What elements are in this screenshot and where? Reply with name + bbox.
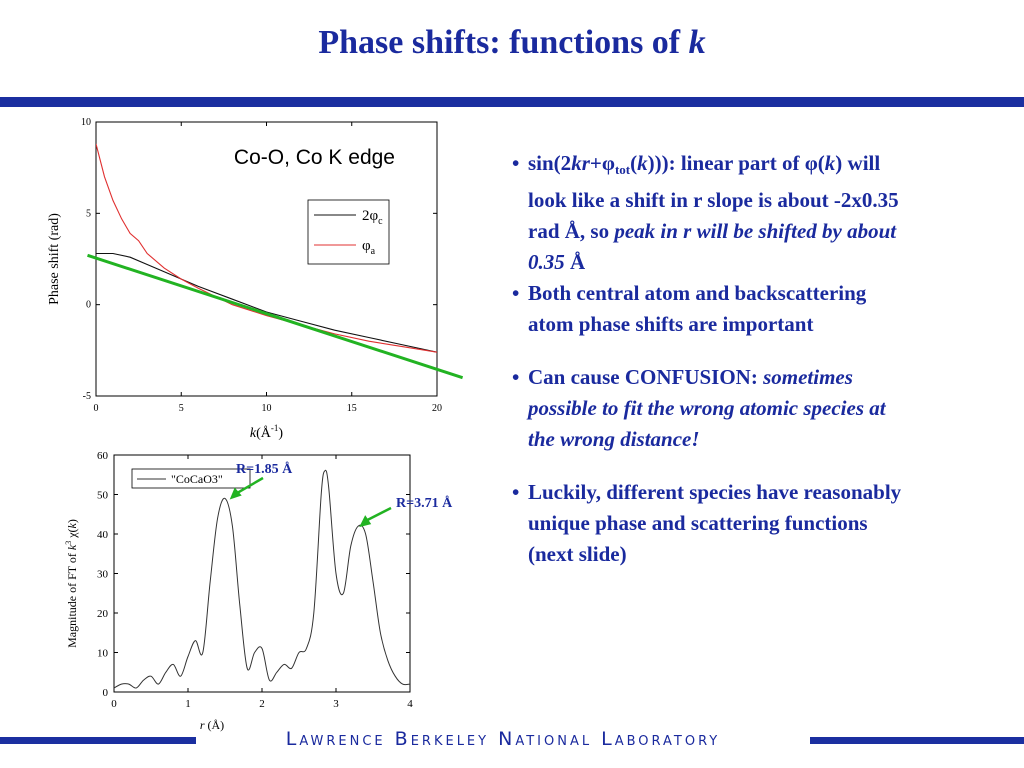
series-line-2phi-c [96,252,437,353]
x-tick-label: 10 [262,403,272,414]
bullet-text: kr [571,151,590,175]
bullet-text: ) will look like a shift in r slope is a… [528,151,899,243]
y-tick-label: 20 [97,608,109,620]
x-axis-label-sup: -1 [271,423,279,433]
bullet-list: sin(2kr+φtot(k))): linear part of φ(k) w… [512,148,912,570]
y-tick-label: -5 [83,391,91,402]
bullet-text: Å [564,250,586,274]
x-axis-label-var: k [250,426,257,441]
y-axis-label-sup: 3 [64,541,73,545]
legend-label-name: φ [362,238,371,254]
footer-rule-left [0,737,196,744]
legend: "CoCaO3" [131,468,251,489]
header-rule [0,97,1024,107]
y-axis-label: Phase shift (rad) [47,213,62,305]
series-line-cocao3 [113,469,411,689]
x-axis-label-close: ) [278,426,283,441]
slide-title-var: k [688,24,706,61]
chart-title: Co-O, Co K edge [234,146,395,169]
legend-box [307,199,390,265]
annotation-arrow-r2 [364,506,392,523]
x-tick-label: 0 [111,698,117,710]
annotation-arrowhead-r2 [359,515,372,528]
bullet-text: ( [630,151,638,175]
footer-rule-right [810,737,1024,744]
x-axis-label: r (Å) [200,718,224,732]
legend-box [131,468,251,489]
x-tick-label: 15 [347,403,357,414]
bullet-item: Both central atom and backscattering ato… [512,278,912,340]
y-axis-label-var: k [65,544,79,550]
y-tick-label: 30 [97,569,109,581]
bullet-text: sometimes possible to fit the wrong atom… [528,365,886,451]
slide-title: Phase shifts: functions of k [0,24,1024,62]
annotation-arrow-r1 [234,476,264,496]
x-axis-label: k(Å-1) [250,423,284,441]
y-tick-label: 50 [97,490,109,502]
annotation-arrowhead-r1 [229,487,242,500]
y-tick-label: 0 [86,300,91,311]
legend-label-sub: c [378,216,383,227]
y-tick-label: 60 [97,450,109,462]
x-tick-label: 1 [185,698,191,710]
x-tick-label: 2 [259,698,265,710]
y-tick-label: 10 [81,117,91,128]
y-tick-label: 0 [103,687,109,699]
bullet-text: k [824,151,836,175]
x-tick-label: 20 [432,403,442,414]
bullet-text: sin(2 [528,151,572,175]
legend-label-name: 2φ [362,208,379,224]
legend-label: "CoCaO3" [171,472,223,486]
y-tick-label: 5 [86,208,91,219]
bullet-item: sin(2kr+φtot(k))): linear part of φ(k) w… [512,148,912,278]
bullet-text: peak in r will be shifted by about 0.35 [528,219,897,274]
bullet-text: k [637,151,648,175]
y-axis-label-pre: Magnitude of FT of [65,550,79,648]
y-axis-label: Magnitude of FT of k3 χ(k) [64,519,79,648]
bullet-text: Both central atom and backscattering ato… [528,281,867,336]
series-line-phi-a [96,143,437,353]
annotation-r2: R=3.71 Å [396,495,453,511]
slide-title-text: Phase shifts: functions of [318,24,689,61]
y-tick-label: 40 [97,529,109,541]
bullet-text: Luckily, different species have reasonab… [528,480,902,566]
bullet-text: +φ [589,151,615,175]
y-axis-label-post: χ( [65,528,79,540]
bullet-item: Can cause CONFUSION: sometimes possible … [512,362,912,455]
y-axis-label-close: ) [65,519,79,523]
x-tick-label: 3 [333,698,339,710]
footer-lab-name: Lawrence Berkeley National Laboratory [285,728,721,750]
fit-slope-line [87,253,464,380]
bullet-text: Can cause CONFUSION: [528,365,764,389]
y-tick-label: 10 [97,648,109,660]
legend-label: 2φc [362,208,383,227]
bullet-text: tot [614,162,631,177]
plot-frame [113,454,411,693]
x-axis-label-unit: (Å [256,425,272,441]
x-axis-label-unit: (Å) [205,718,225,732]
legend-label: φa [362,238,376,257]
annotation-r1: R=1.85 Å [236,461,293,477]
x-tick-label: 0 [94,403,99,414]
legend-label-sub: a [371,246,376,257]
y-axis-label-var2: k [65,522,79,528]
bullet-item: Luckily, different species have reasonab… [512,477,912,570]
bullet-text: ))): linear part of φ( [647,151,825,175]
x-tick-label: 5 [179,403,184,414]
x-axis-label-var: r [200,718,205,732]
x-tick-label: 4 [407,698,413,710]
